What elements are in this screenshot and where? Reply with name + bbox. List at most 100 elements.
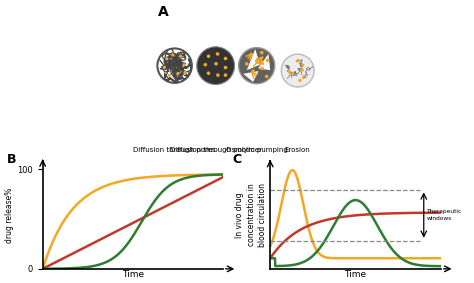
Circle shape	[300, 69, 301, 70]
Circle shape	[200, 50, 230, 80]
Circle shape	[242, 51, 270, 80]
Circle shape	[211, 62, 215, 65]
Y-axis label: In vivo drug
concentration in
blood circulation: In vivo drug concentration in blood circ…	[235, 183, 267, 247]
Circle shape	[296, 75, 297, 76]
Circle shape	[301, 72, 302, 73]
Circle shape	[250, 59, 261, 70]
Circle shape	[212, 62, 214, 65]
Circle shape	[210, 61, 216, 66]
Circle shape	[252, 61, 258, 68]
Circle shape	[298, 68, 299, 69]
Circle shape	[253, 62, 258, 67]
Circle shape	[244, 53, 268, 77]
Circle shape	[206, 56, 222, 72]
Circle shape	[207, 57, 221, 71]
Circle shape	[209, 59, 218, 68]
Circle shape	[307, 69, 308, 70]
Circle shape	[205, 55, 224, 74]
Circle shape	[240, 49, 273, 82]
Circle shape	[305, 74, 306, 75]
Circle shape	[281, 54, 314, 87]
Polygon shape	[247, 49, 260, 70]
Circle shape	[252, 61, 259, 68]
Circle shape	[245, 54, 267, 76]
Circle shape	[211, 62, 215, 65]
Circle shape	[249, 59, 262, 71]
Circle shape	[255, 59, 258, 63]
Circle shape	[244, 53, 268, 78]
Circle shape	[287, 65, 288, 66]
Circle shape	[265, 75, 268, 78]
Circle shape	[241, 50, 273, 82]
Circle shape	[288, 70, 291, 73]
Circle shape	[208, 58, 220, 70]
Circle shape	[254, 63, 256, 66]
Circle shape	[216, 52, 219, 56]
Circle shape	[197, 47, 235, 85]
Circle shape	[204, 54, 225, 75]
Circle shape	[210, 60, 218, 68]
Circle shape	[238, 48, 275, 84]
Circle shape	[214, 62, 218, 66]
Circle shape	[206, 57, 221, 72]
Circle shape	[179, 55, 182, 58]
Circle shape	[301, 64, 304, 67]
Circle shape	[299, 70, 300, 71]
Circle shape	[216, 73, 220, 77]
Circle shape	[243, 52, 269, 78]
Circle shape	[289, 68, 290, 69]
Circle shape	[163, 66, 166, 69]
Circle shape	[171, 53, 174, 57]
Circle shape	[301, 59, 302, 60]
Circle shape	[294, 72, 295, 73]
Circle shape	[301, 60, 302, 61]
Circle shape	[293, 72, 294, 73]
Circle shape	[299, 68, 300, 69]
Circle shape	[310, 68, 311, 69]
Circle shape	[202, 52, 228, 78]
Circle shape	[210, 61, 217, 67]
Circle shape	[242, 51, 271, 80]
Circle shape	[199, 49, 232, 82]
Circle shape	[197, 47, 234, 84]
Circle shape	[251, 69, 255, 73]
Circle shape	[199, 49, 231, 81]
Circle shape	[252, 62, 258, 67]
Circle shape	[210, 60, 217, 67]
Circle shape	[197, 47, 234, 84]
Circle shape	[245, 54, 267, 76]
Circle shape	[260, 51, 264, 54]
Circle shape	[202, 52, 228, 78]
Circle shape	[298, 68, 299, 69]
Circle shape	[301, 64, 302, 65]
Circle shape	[207, 71, 210, 75]
Circle shape	[182, 63, 186, 67]
Circle shape	[294, 72, 295, 73]
Circle shape	[206, 56, 223, 73]
Circle shape	[304, 76, 305, 77]
Circle shape	[306, 68, 307, 69]
Circle shape	[294, 74, 295, 75]
Circle shape	[251, 60, 260, 69]
Circle shape	[308, 67, 309, 68]
Circle shape	[302, 76, 305, 79]
Circle shape	[198, 48, 233, 83]
Circle shape	[205, 55, 224, 74]
Circle shape	[241, 50, 272, 81]
Circle shape	[297, 59, 300, 62]
Text: Osmotic pumping: Osmotic pumping	[226, 147, 288, 153]
Circle shape	[241, 50, 272, 81]
Circle shape	[201, 52, 228, 78]
Text: Therapeutic
windows: Therapeutic windows	[426, 209, 462, 221]
Polygon shape	[243, 71, 258, 82]
Polygon shape	[258, 54, 270, 70]
Circle shape	[251, 60, 260, 69]
Circle shape	[260, 67, 264, 70]
Circle shape	[250, 59, 261, 70]
Circle shape	[176, 72, 180, 75]
Circle shape	[201, 51, 229, 79]
Circle shape	[205, 55, 223, 74]
Circle shape	[209, 59, 218, 68]
Circle shape	[246, 55, 266, 76]
Circle shape	[291, 73, 292, 74]
